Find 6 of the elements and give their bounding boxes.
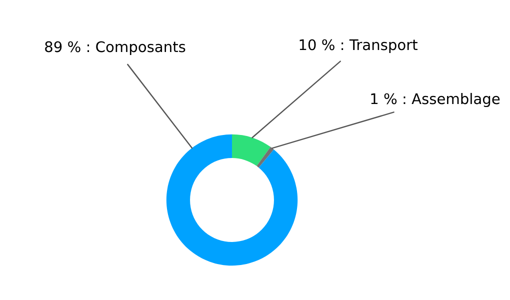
donut-slice	[256, 146, 274, 168]
slice-label: 10 % : Transport	[300, 39, 418, 54]
donut-slice	[232, 134, 271, 166]
slice-label: 89 % : Composants	[45, 41, 186, 56]
slice-label: 1 % : Assemblage	[371, 92, 500, 108]
donut-slice	[166, 134, 298, 266]
